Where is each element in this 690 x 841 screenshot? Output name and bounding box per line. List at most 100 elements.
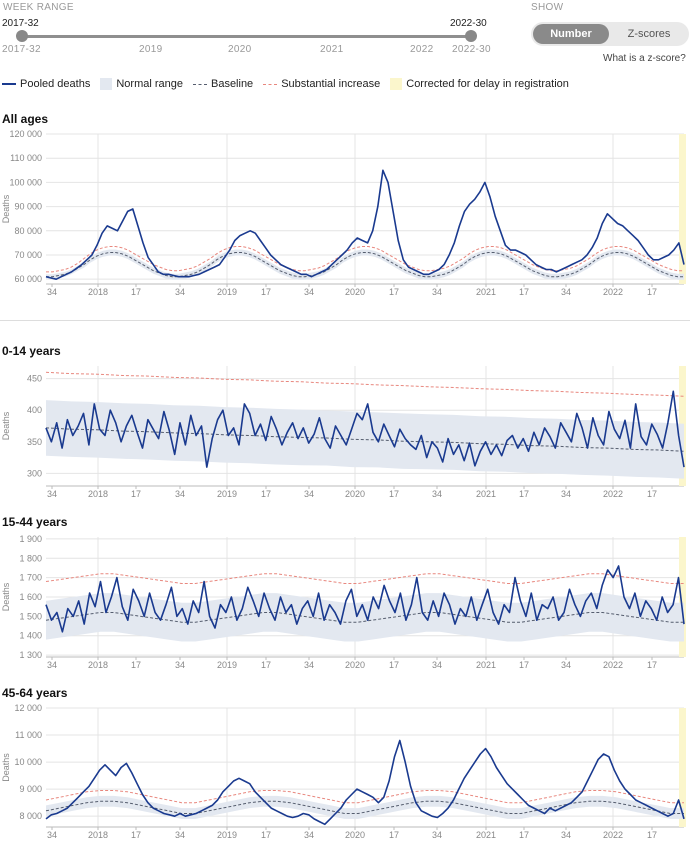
x-tick-label: 17 <box>647 830 657 840</box>
x-tick-label: 34 <box>432 489 442 499</box>
baseline-line <box>45 612 684 623</box>
y-tick-label: 1 800 <box>19 553 42 563</box>
legend-item-corrected[interactable]: Corrected for delay in registration <box>390 78 569 90</box>
range-slider-start-handle[interactable] <box>16 30 28 42</box>
x-tick-label: 34 <box>561 830 571 840</box>
chart-15-44: 1 300 1 400 1 500 1 600 1 700 1 800 1 900 34 201… <box>1 534 686 670</box>
x-tick-label: 2020 <box>345 489 365 499</box>
y-axis-title: Deaths <box>1 753 11 782</box>
x-tick-label: 17 <box>261 660 271 670</box>
section-divider <box>0 320 690 321</box>
x-tick-label: 17 <box>131 489 141 499</box>
panel-title-all-ages: All ages <box>2 112 49 126</box>
x-tick-label: 34 <box>561 489 571 499</box>
x-tick-label: 34 <box>175 287 185 297</box>
number-toggle-button[interactable]: Number <box>533 24 609 44</box>
x-tick-label: 2018 <box>88 489 108 499</box>
pooled-deaths-line <box>45 390 685 468</box>
y-tick-label: 300 <box>27 468 42 478</box>
slider-year-2021: 2021 <box>320 44 344 55</box>
legend-item-baseline[interactable]: Baseline <box>192 78 254 90</box>
x-tick-label: 34 <box>304 830 314 840</box>
substantial-dash-icon <box>263 83 278 85</box>
pooled-deaths-line <box>45 565 685 633</box>
y-tick-label: 8 000 <box>19 811 42 821</box>
baseline-line <box>45 427 685 452</box>
range-end-value: 2022-30 <box>450 18 487 29</box>
y-tick-label: 1 900 <box>19 534 42 544</box>
y-tick-label: 1 400 <box>19 631 42 641</box>
zscores-toggle-button[interactable]: Z-scores <box>627 28 671 40</box>
x-tick-label: 2022 <box>603 660 623 670</box>
baseline-dash-icon <box>192 83 207 85</box>
zscore-help-link[interactable]: What is a z-score? <box>603 53 686 64</box>
x-tick-label: 17 <box>389 287 399 297</box>
x-tick-label: 2020 <box>345 830 365 840</box>
x-tick-label: 17 <box>389 660 399 670</box>
baseline-line <box>46 252 684 278</box>
y-tick-label: 9 000 <box>19 784 42 794</box>
x-tick-label: 34 <box>47 830 57 840</box>
x-tick-label: 17 <box>647 489 657 499</box>
legend-label-corrected: Corrected for delay in registration <box>406 78 569 90</box>
range-start-below: 2017-32 <box>2 44 41 55</box>
x-tick-label: 2019 <box>217 660 237 670</box>
substantial-increase-line <box>45 573 684 584</box>
y-axis-title: Deaths <box>1 582 11 611</box>
chart-45-64: 8 000 9 000 10 000 11 000 12 000 34 2018 17 34 20… <box>1 703 686 840</box>
y-axis-title: Deaths <box>1 411 11 440</box>
corrected-delay-band <box>679 537 686 657</box>
y-tick-label: 450 <box>27 374 42 384</box>
x-tick-label: 17 <box>519 660 529 670</box>
corrected-delay-band <box>679 708 686 827</box>
legend-label-pooled: Pooled deaths <box>20 78 91 90</box>
x-tick-label: 17 <box>647 287 657 297</box>
legend-item-substantial[interactable]: Substantial increase <box>263 78 380 90</box>
x-tick-label: 34 <box>175 660 185 670</box>
range-start-value: 2017-32 <box>2 18 39 29</box>
x-tick-label: 17 <box>131 660 141 670</box>
slider-year-2019: 2019 <box>139 44 163 55</box>
x-tick-label: 17 <box>389 489 399 499</box>
x-tick-label: 2021 <box>476 489 496 499</box>
x-tick-label: 2022 <box>603 489 623 499</box>
x-tick-label: 2018 <box>88 287 108 297</box>
panel-title-15-44: 15-44 years <box>2 515 68 529</box>
y-tick-label: 10 000 <box>14 757 42 767</box>
x-tick-label: 17 <box>519 287 529 297</box>
y-tick-label: 1 500 <box>19 611 42 621</box>
x-tick-label: 17 <box>261 489 271 499</box>
legend-label-baseline: Baseline <box>210 78 254 90</box>
range-slider-track[interactable] <box>22 35 471 38</box>
legend-item-normal[interactable]: Normal range <box>100 78 183 90</box>
x-tick-label: 17 <box>647 660 657 670</box>
y-tick-label: 400 <box>27 405 42 415</box>
show-label: SHOW <box>531 2 564 13</box>
range-slider-end-handle[interactable] <box>465 30 477 42</box>
y-tick-label: 12 000 <box>14 703 42 713</box>
x-tick-label: 17 <box>131 830 141 840</box>
chart-all-ages: 60 000 70 000 80 000 90 000 100 000 110 000 12… <box>1 129 686 297</box>
x-tick-label: 34 <box>47 660 57 670</box>
x-tick-label: 17 <box>261 830 271 840</box>
y-tick-label: 11 000 <box>15 730 42 740</box>
range-end-below: 2022-30 <box>452 44 491 55</box>
x-tick-label: 34 <box>304 660 314 670</box>
x-tick-label: 17 <box>389 830 399 840</box>
y-tick-label: 70 000 <box>14 250 42 260</box>
x-tick-label: 2021 <box>476 830 496 840</box>
normal-band-icon <box>100 78 113 90</box>
x-tick-label: 2020 <box>345 660 365 670</box>
legend-item-pooled[interactable]: Pooled deaths <box>2 78 90 90</box>
x-tick-label: 2022 <box>603 830 623 840</box>
x-tick-label: 17 <box>131 287 141 297</box>
x-tick-label: 34 <box>432 287 442 297</box>
x-tick-label: 2020 <box>345 287 365 297</box>
x-tick-label: 2019 <box>217 287 237 297</box>
show-toggle: Number Z-scores <box>531 22 689 46</box>
x-tick-label: 34 <box>432 660 442 670</box>
x-tick-label: 34 <box>432 830 442 840</box>
pooled-deaths-line <box>45 739 685 826</box>
x-tick-label: 17 <box>519 489 529 499</box>
substantial-increase-line <box>45 790 684 804</box>
